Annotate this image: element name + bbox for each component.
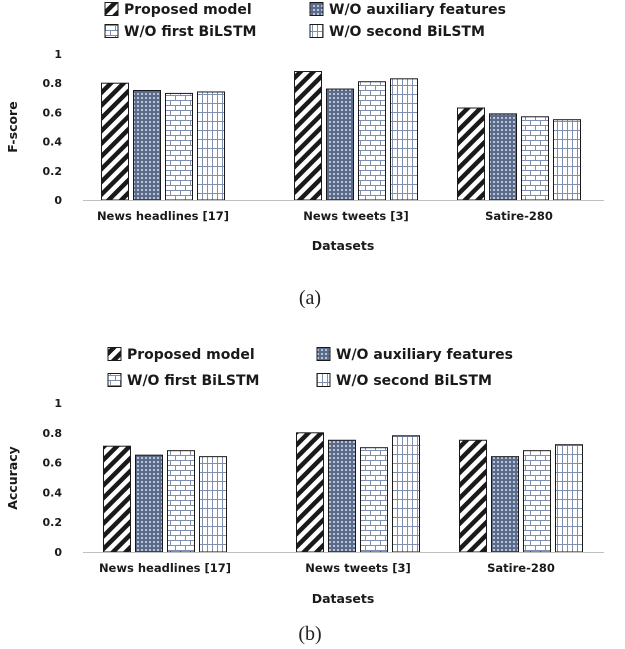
- y-tick-label: 1: [54, 397, 62, 410]
- legend-swatch: [104, 24, 119, 38]
- legend-swatch: [309, 2, 324, 16]
- category-label: News tweets [3]: [303, 209, 408, 223]
- bar: [392, 435, 420, 553]
- legend-swatch: [309, 24, 324, 38]
- bar: [553, 119, 581, 201]
- legend-label: W/O second BiLSTM: [336, 373, 492, 389]
- legend-label: Proposed model: [124, 2, 252, 18]
- bar: [360, 447, 388, 553]
- bar: [457, 107, 485, 201]
- bar: [328, 439, 356, 553]
- y-axis-title: F-score: [5, 101, 20, 152]
- legend-label: W/O second BiLSTM: [329, 24, 485, 40]
- bar: [358, 81, 386, 201]
- x-axis-title: Datasets: [312, 591, 375, 606]
- chart-panel-b: Proposed model W/O auxiliary features W/O …: [5, 347, 604, 645]
- bar: [296, 432, 324, 553]
- bar: [167, 450, 195, 553]
- chart-panel-a: Proposed model W/O auxiliary features W/O …: [5, 2, 604, 309]
- legend-swatch: [316, 347, 331, 361]
- y-tick-label: 1: [54, 48, 62, 61]
- bar: [197, 91, 225, 201]
- legend-swatch: [104, 2, 119, 16]
- category-label: News headlines [17]: [99, 561, 231, 575]
- legend-label: W/O auxiliary features: [329, 2, 506, 18]
- y-tick-label: 0: [54, 546, 62, 559]
- y-tick-label: 0.6: [43, 457, 63, 470]
- legend-swatch: [316, 373, 331, 387]
- y-tick-label: 0.2: [43, 516, 63, 529]
- bar: [165, 92, 193, 201]
- bar: [523, 450, 551, 553]
- bar: [103, 445, 131, 553]
- y-tick-label: 0: [54, 194, 62, 207]
- legend-swatch: [107, 373, 122, 387]
- legend-label: W/O auxiliary features: [336, 347, 513, 363]
- y-tick-label: 0.6: [43, 106, 63, 119]
- legend-label: W/O first BiLSTM: [127, 373, 259, 389]
- y-tick-label: 0.2: [43, 165, 63, 178]
- bar: [133, 90, 161, 201]
- x-axis-title: Datasets: [312, 238, 375, 253]
- bar: [489, 113, 517, 201]
- bar: [390, 78, 418, 201]
- y-tick-label: 0.4: [43, 486, 63, 499]
- category-label: News tweets [3]: [305, 561, 410, 575]
- category-label: News headlines [17]: [97, 209, 229, 223]
- legend-label: Proposed model: [127, 347, 255, 363]
- bar: [491, 456, 519, 553]
- legend-swatch: [107, 347, 122, 361]
- y-tick-label: 0.8: [43, 77, 63, 90]
- bar: [294, 71, 322, 201]
- y-tick-label: 0.8: [43, 427, 63, 440]
- category-label: Satire-280: [487, 561, 555, 575]
- figure-caption: (b): [298, 623, 321, 645]
- legend-label: W/O first BiLSTM: [124, 24, 256, 40]
- figure-caption: (a): [299, 287, 321, 309]
- bar: [521, 116, 549, 201]
- bar: [135, 454, 163, 553]
- bar: [459, 439, 487, 553]
- category-label: Satire-280: [485, 209, 553, 223]
- bar: [199, 456, 227, 553]
- bar: [555, 444, 583, 553]
- bar: [326, 88, 354, 201]
- bar: [101, 82, 129, 201]
- y-tick-label: 0.4: [43, 136, 63, 149]
- y-axis-title: Accuracy: [5, 446, 20, 510]
